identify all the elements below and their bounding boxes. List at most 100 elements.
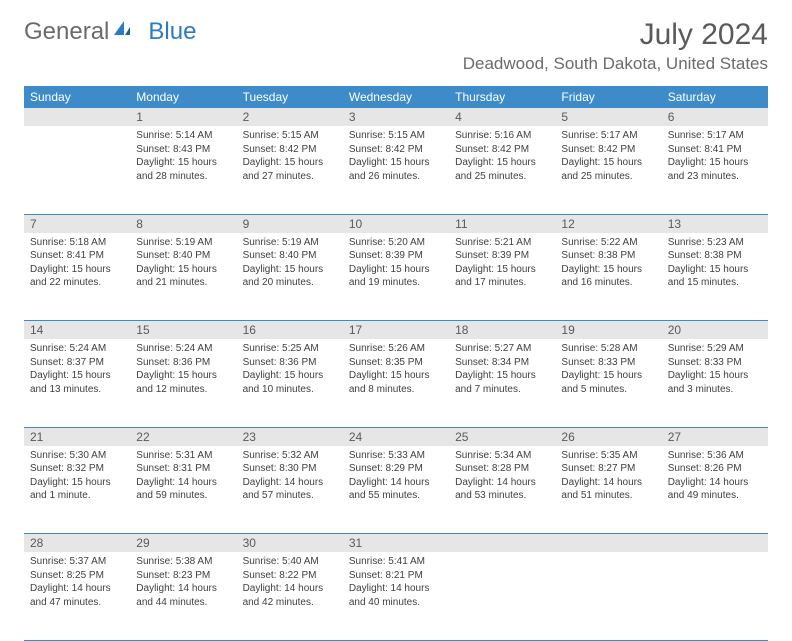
day-content <box>24 126 130 176</box>
daylight-text: Daylight: 15 hours and 25 minutes. <box>561 156 655 183</box>
day-content: Sunrise: 5:14 AMSunset: 8:43 PMDaylight:… <box>130 126 236 187</box>
sunrise-text: Sunrise: 5:22 AM <box>561 236 655 250</box>
sunset-text: Sunset: 8:42 PM <box>243 143 337 157</box>
day-cell: Sunrise: 5:16 AMSunset: 8:42 PMDaylight:… <box>449 126 555 214</box>
sunrise-text: Sunrise: 5:20 AM <box>349 236 443 250</box>
sunset-text: Sunset: 8:36 PM <box>136 356 230 370</box>
daylight-text: Daylight: 15 hours and 26 minutes. <box>349 156 443 183</box>
day-content: Sunrise: 5:34 AMSunset: 8:28 PMDaylight:… <box>449 446 555 507</box>
daylight-text: Daylight: 14 hours and 53 minutes. <box>455 476 549 503</box>
day-cell: Sunrise: 5:40 AMSunset: 8:22 PMDaylight:… <box>237 552 343 640</box>
day-number: 24 <box>343 427 449 446</box>
daylight-text: Daylight: 15 hours and 27 minutes. <box>243 156 337 183</box>
day-number <box>449 534 555 553</box>
day-header-friday: Friday <box>555 86 661 108</box>
sunset-text: Sunset: 8:38 PM <box>561 249 655 263</box>
day-content: Sunrise: 5:41 AMSunset: 8:21 PMDaylight:… <box>343 552 449 613</box>
day-content: Sunrise: 5:31 AMSunset: 8:31 PMDaylight:… <box>130 446 236 507</box>
day-content: Sunrise: 5:33 AMSunset: 8:29 PMDaylight:… <box>343 446 449 507</box>
week-content-row: Sunrise: 5:24 AMSunset: 8:37 PMDaylight:… <box>24 339 768 427</box>
sunrise-text: Sunrise: 5:14 AM <box>136 129 230 143</box>
day-content: Sunrise: 5:17 AMSunset: 8:41 PMDaylight:… <box>662 126 768 187</box>
day-content: Sunrise: 5:20 AMSunset: 8:39 PMDaylight:… <box>343 233 449 294</box>
day-content: Sunrise: 5:40 AMSunset: 8:22 PMDaylight:… <box>237 552 343 613</box>
daylight-text: Daylight: 14 hours and 59 minutes. <box>136 476 230 503</box>
daylight-text: Daylight: 14 hours and 40 minutes. <box>349 582 443 609</box>
sunset-text: Sunset: 8:32 PM <box>30 462 124 476</box>
sail-icon <box>112 16 132 44</box>
daylight-text: Daylight: 15 hours and 16 minutes. <box>561 263 655 290</box>
day-cell: Sunrise: 5:23 AMSunset: 8:38 PMDaylight:… <box>662 233 768 321</box>
sunset-text: Sunset: 8:33 PM <box>668 356 762 370</box>
day-content: Sunrise: 5:24 AMSunset: 8:36 PMDaylight:… <box>130 339 236 400</box>
day-number: 26 <box>555 427 661 446</box>
day-number: 29 <box>130 534 236 553</box>
day-content: Sunrise: 5:24 AMSunset: 8:37 PMDaylight:… <box>24 339 130 400</box>
sunset-text: Sunset: 8:33 PM <box>561 356 655 370</box>
day-cell: Sunrise: 5:21 AMSunset: 8:39 PMDaylight:… <box>449 233 555 321</box>
day-cell: Sunrise: 5:34 AMSunset: 8:28 PMDaylight:… <box>449 446 555 534</box>
day-cell: Sunrise: 5:27 AMSunset: 8:34 PMDaylight:… <box>449 339 555 427</box>
day-cell: Sunrise: 5:26 AMSunset: 8:35 PMDaylight:… <box>343 339 449 427</box>
sunrise-text: Sunrise: 5:15 AM <box>243 129 337 143</box>
day-number: 18 <box>449 321 555 340</box>
daylight-text: Daylight: 14 hours and 47 minutes. <box>30 582 124 609</box>
sunset-text: Sunset: 8:40 PM <box>243 249 337 263</box>
day-number: 30 <box>237 534 343 553</box>
sunset-text: Sunset: 8:42 PM <box>561 143 655 157</box>
daylight-text: Daylight: 14 hours and 55 minutes. <box>349 476 443 503</box>
sunrise-text: Sunrise: 5:28 AM <box>561 342 655 356</box>
sunset-text: Sunset: 8:39 PM <box>349 249 443 263</box>
sunrise-text: Sunrise: 5:15 AM <box>349 129 443 143</box>
daylight-text: Daylight: 14 hours and 49 minutes. <box>668 476 762 503</box>
day-cell: Sunrise: 5:25 AMSunset: 8:36 PMDaylight:… <box>237 339 343 427</box>
sunset-text: Sunset: 8:42 PM <box>349 143 443 157</box>
sunset-text: Sunset: 8:41 PM <box>668 143 762 157</box>
daylight-text: Daylight: 15 hours and 21 minutes. <box>136 263 230 290</box>
day-cell: Sunrise: 5:35 AMSunset: 8:27 PMDaylight:… <box>555 446 661 534</box>
sunrise-text: Sunrise: 5:19 AM <box>136 236 230 250</box>
day-number: 6 <box>662 108 768 126</box>
sunset-text: Sunset: 8:36 PM <box>243 356 337 370</box>
day-number: 4 <box>449 108 555 126</box>
day-header-row: SundayMondayTuesdayWednesdayThursdayFrid… <box>24 86 768 108</box>
sunrise-text: Sunrise: 5:32 AM <box>243 449 337 463</box>
day-cell: Sunrise: 5:30 AMSunset: 8:32 PMDaylight:… <box>24 446 130 534</box>
day-cell: Sunrise: 5:38 AMSunset: 8:23 PMDaylight:… <box>130 552 236 640</box>
sunset-text: Sunset: 8:38 PM <box>668 249 762 263</box>
daylight-text: Daylight: 15 hours and 17 minutes. <box>455 263 549 290</box>
day-number: 13 <box>662 214 768 233</box>
sunset-text: Sunset: 8:22 PM <box>243 569 337 583</box>
day-number: 15 <box>130 321 236 340</box>
day-number: 17 <box>343 321 449 340</box>
week-content-row: Sunrise: 5:37 AMSunset: 8:25 PMDaylight:… <box>24 552 768 640</box>
sunset-text: Sunset: 8:23 PM <box>136 569 230 583</box>
day-cell: Sunrise: 5:33 AMSunset: 8:29 PMDaylight:… <box>343 446 449 534</box>
day-content <box>555 552 661 602</box>
day-number: 28 <box>24 534 130 553</box>
sunrise-text: Sunrise: 5:23 AM <box>668 236 762 250</box>
day-number: 31 <box>343 534 449 553</box>
location: Deadwood, South Dakota, United States <box>463 54 768 74</box>
sunset-text: Sunset: 8:31 PM <box>136 462 230 476</box>
title-block: July 2024 Deadwood, South Dakota, United… <box>463 18 768 74</box>
day-number: 1 <box>130 108 236 126</box>
day-number: 20 <box>662 321 768 340</box>
daylight-text: Daylight: 14 hours and 42 minutes. <box>243 582 337 609</box>
day-header-thursday: Thursday <box>449 86 555 108</box>
week-content-row: Sunrise: 5:30 AMSunset: 8:32 PMDaylight:… <box>24 446 768 534</box>
sunset-text: Sunset: 8:26 PM <box>668 462 762 476</box>
day-content: Sunrise: 5:19 AMSunset: 8:40 PMDaylight:… <box>237 233 343 294</box>
day-number: 21 <box>24 427 130 446</box>
day-number: 19 <box>555 321 661 340</box>
sunrise-text: Sunrise: 5:27 AM <box>455 342 549 356</box>
day-content: Sunrise: 5:26 AMSunset: 8:35 PMDaylight:… <box>343 339 449 400</box>
week-content-row: Sunrise: 5:14 AMSunset: 8:43 PMDaylight:… <box>24 126 768 214</box>
daylight-text: Daylight: 15 hours and 8 minutes. <box>349 369 443 396</box>
sunrise-text: Sunrise: 5:29 AM <box>668 342 762 356</box>
day-number: 22 <box>130 427 236 446</box>
daylight-text: Daylight: 14 hours and 51 minutes. <box>561 476 655 503</box>
day-number <box>662 534 768 553</box>
sunrise-text: Sunrise: 5:40 AM <box>243 555 337 569</box>
daylight-text: Daylight: 15 hours and 5 minutes. <box>561 369 655 396</box>
